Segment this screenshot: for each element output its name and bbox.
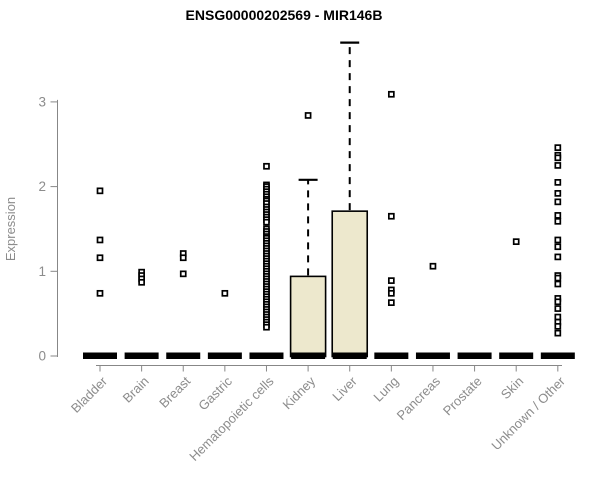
data-point-unknown-other [554, 280, 562, 288]
data-point-unknown-other [554, 198, 562, 206]
data-point-pancreas [429, 262, 437, 270]
box-kidney [289, 275, 327, 358]
category-label-bladder: Bladder [68, 373, 111, 416]
category-label-pancreas: Pancreas [394, 373, 444, 423]
data-point-breast [179, 270, 187, 278]
median-bar-brain [124, 352, 159, 359]
y-tick-label: 3 [38, 94, 46, 109]
category-label-unknown-other: Unknown / Other [488, 373, 568, 453]
data-point-breast [179, 254, 187, 262]
median-bar-bladder [83, 352, 117, 359]
chart-title: ENSG00000202569 - MIR146B [185, 7, 383, 23]
median-bar-prostate [457, 352, 492, 359]
data-point-lung [387, 212, 395, 220]
y-axis-title: Expression [3, 197, 18, 261]
data-point-hematopoietic-cells [263, 162, 270, 170]
data-point-unknown-other [554, 236, 562, 244]
data-point-unknown-other [554, 217, 562, 225]
median-bar-breast [166, 352, 201, 359]
data-point-unknown-other [554, 144, 562, 151]
median-bar-skin [499, 352, 534, 359]
data-point-kidney [304, 112, 312, 119]
y-tick-label: 0 [38, 349, 46, 364]
data-point-hematopoietic-cells [263, 218, 270, 226]
data-point-hematopoietic-cells [263, 323, 270, 331]
data-point-gastric [221, 289, 229, 297]
median-bar-pancreas [415, 352, 450, 359]
category-label-breast: Breast [156, 373, 193, 410]
median-bar-liver [332, 352, 367, 359]
data-point-unknown-other [554, 329, 562, 337]
data-point-bladder [96, 236, 104, 244]
median-bar-hematopoietic-cells [249, 352, 284, 359]
median-bar-unknown-other [540, 352, 575, 359]
data-point-lung [387, 277, 395, 284]
data-point-brain [138, 278, 145, 286]
category-label-lung: Lung [370, 374, 401, 405]
data-point-unknown-other [554, 298, 562, 306]
data-point-bladder [96, 289, 104, 297]
data-point-unknown-other [554, 274, 562, 282]
category-label-brain: Brain [120, 374, 152, 406]
category-label-kidney: Kidney [280, 373, 319, 412]
category-label-gastric: Gastric [195, 373, 235, 413]
category-label-skin: Skin [498, 374, 526, 402]
median-bar-lung [374, 352, 409, 359]
data-point-lung [387, 90, 395, 98]
data-point-unknown-other [554, 253, 562, 261]
y-tick-label: 1 [38, 264, 46, 279]
data-point-unknown-other [554, 305, 562, 312]
box-liver [331, 210, 369, 358]
data-point-lung [387, 289, 395, 297]
y-tick-label: 2 [38, 179, 46, 194]
median-bar-gastric [207, 352, 242, 359]
data-point-unknown-other [554, 179, 562, 186]
data-point-skin [512, 238, 520, 246]
category-label-liver: Liver [329, 373, 360, 404]
data-point-unknown-other [554, 323, 562, 330]
data-point-unknown-other [554, 154, 562, 162]
median-bar-kidney [291, 352, 326, 359]
category-label-prostate: Prostate [440, 374, 485, 419]
data-point-unknown-other [554, 190, 562, 197]
data-point-unknown-other [554, 212, 562, 219]
data-point-unknown-other [554, 162, 562, 169]
data-point-lung [387, 299, 395, 306]
data-point-bladder [96, 187, 104, 195]
data-point-bladder [96, 254, 104, 262]
data-point-unknown-other [554, 243, 562, 251]
